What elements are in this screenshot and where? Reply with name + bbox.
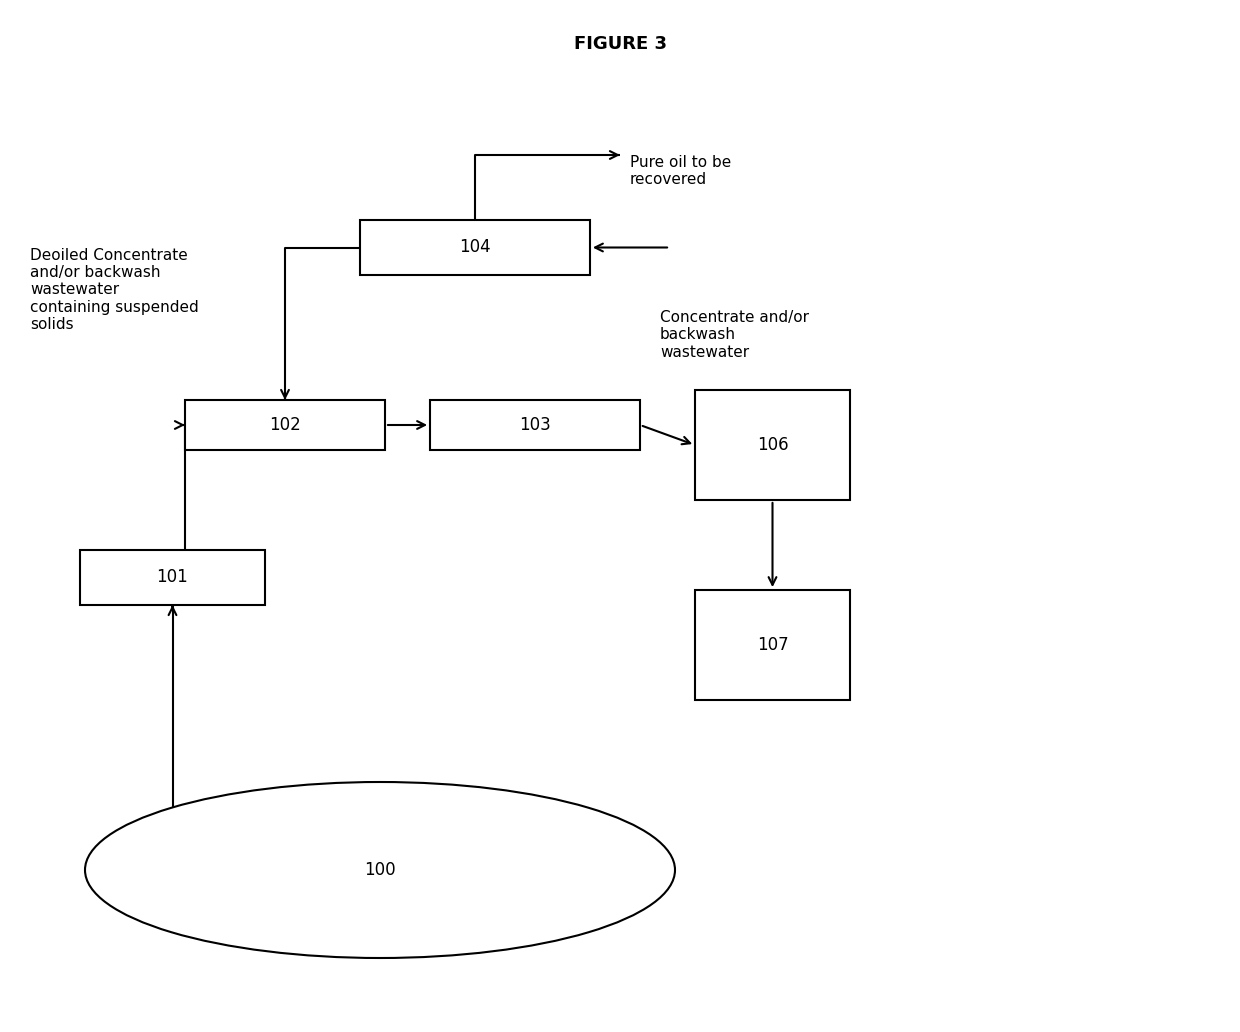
- Text: 103: 103: [520, 416, 551, 434]
- Text: 107: 107: [756, 636, 789, 654]
- Text: Concentrate and/or
backwash
wastewater: Concentrate and/or backwash wastewater: [660, 310, 808, 360]
- Bar: [430, 400, 640, 450]
- Text: 100: 100: [365, 861, 396, 879]
- Bar: [81, 550, 265, 605]
- Text: 104: 104: [459, 238, 491, 257]
- Bar: [185, 400, 384, 450]
- Text: 101: 101: [156, 569, 188, 586]
- Bar: [360, 220, 590, 275]
- Text: FIGURE 3: FIGURE 3: [573, 35, 667, 53]
- Bar: [694, 390, 849, 499]
- Text: 102: 102: [269, 416, 301, 434]
- Text: Pure oil to be
recovered: Pure oil to be recovered: [630, 155, 732, 188]
- Text: Deoiled Concentrate
and/or backwash
wastewater
containing suspended
solids: Deoiled Concentrate and/or backwash wast…: [30, 248, 198, 332]
- Bar: [694, 590, 849, 700]
- Ellipse shape: [86, 782, 675, 958]
- Text: 106: 106: [756, 436, 789, 454]
